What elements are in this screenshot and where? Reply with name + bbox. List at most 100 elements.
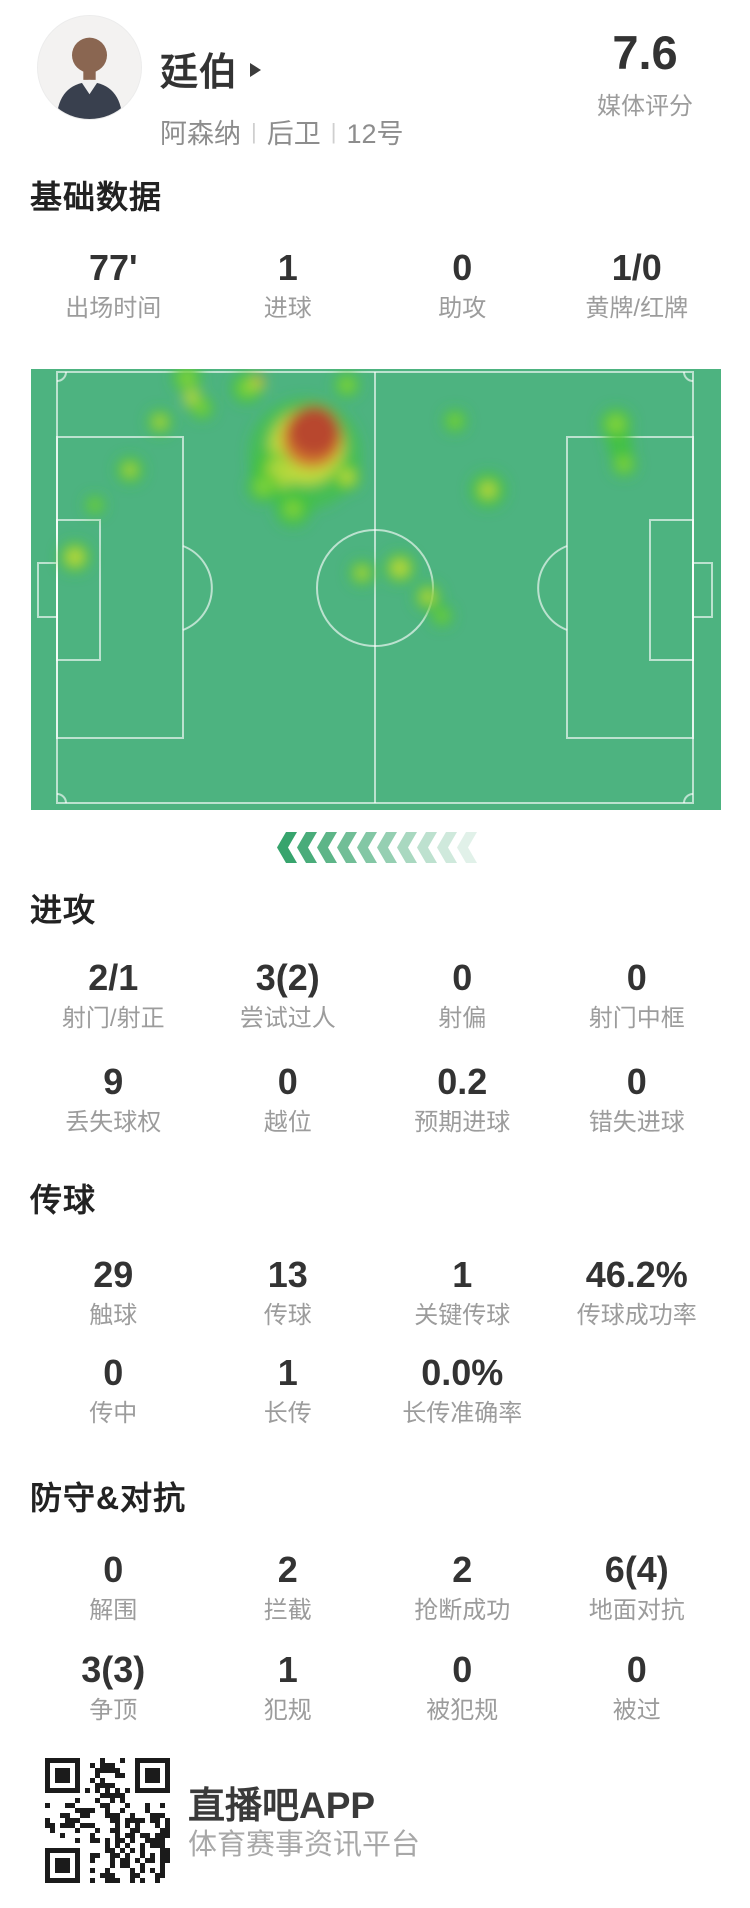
stat-label: 被犯规 — [426, 1697, 499, 1724]
stat-cell: 2 拦截 — [201, 1549, 376, 1627]
stat-label: 错失进球 — [588, 1109, 685, 1136]
stat-value: 0 — [452, 1649, 473, 1690]
stat-value: 0 — [103, 1352, 124, 1393]
stat-value: 0 — [626, 957, 647, 998]
position-heatmap — [31, 363, 721, 810]
stat-value: 0 — [277, 1061, 298, 1102]
stat-label: 关键传球 — [414, 1302, 511, 1329]
stat-label: 进球 — [263, 295, 312, 322]
stat-cell: 0.0% 长传准确率 — [375, 1352, 550, 1430]
stat-cell: 0 错失进球 — [550, 1061, 725, 1139]
stat-label: 助攻 — [438, 295, 487, 322]
stat-cell: 77' 出场时间 — [26, 247, 201, 325]
stat-cell: 46.2% 传球成功率 — [550, 1254, 725, 1332]
stat-cell: 1 犯规 — [201, 1649, 376, 1727]
stat-value: 0.2 — [437, 1061, 488, 1102]
stat-label: 传球成功率 — [576, 1302, 697, 1329]
player-subtitle: 阿森纳 | 后卫 | 12号 — [160, 112, 403, 151]
separator: | — [330, 118, 337, 144]
stat-value: 6(4) — [604, 1549, 669, 1590]
stat-value: 9 — [103, 1061, 124, 1102]
pitch-lines — [37, 371, 713, 804]
section-title-attack: 进攻 — [30, 892, 97, 928]
chevron-left-icon — [337, 832, 357, 863]
stat-label: 尝试过人 — [239, 1005, 336, 1032]
app-name: 直播吧APP — [188, 1785, 376, 1826]
attack-stats-row-2: 9 丢失球权 0 越位 0.2 预期进球 0 错失进球 — [26, 1061, 724, 1139]
chevron-left-icon — [457, 832, 477, 863]
stat-value: 77' — [88, 247, 138, 288]
passing-stats-row-2: 0 传中 1 长传 0.0% 长传准确率 — [26, 1352, 724, 1430]
stat-cell: 2 抢断成功 — [375, 1549, 550, 1627]
stat-cell: 0 射门中框 — [550, 957, 725, 1035]
stat-value: 1 — [277, 1352, 298, 1393]
section-title-defense: 防守&对抗 — [30, 1480, 187, 1516]
stat-value: 1 — [277, 247, 298, 288]
stat-label: 射门/射正 — [61, 1005, 165, 1032]
stat-cell: 2/1 射门/射正 — [26, 957, 201, 1035]
attack-direction-chevrons — [277, 832, 477, 863]
stat-label: 触球 — [89, 1302, 138, 1329]
player-name-expander[interactable]: 廷伯 — [160, 44, 262, 94]
stat-cell: 6(4) 地面对抗 — [550, 1549, 725, 1627]
stat-label: 越位 — [263, 1109, 312, 1136]
stat-value: 29 — [93, 1254, 134, 1295]
stat-value: 2 — [277, 1549, 298, 1590]
chevron-left-icon — [317, 832, 337, 863]
stat-cell: 0 助攻 — [375, 247, 550, 325]
stat-cell: 3(2) 尝试过人 — [201, 957, 376, 1035]
stat-cell — [550, 1352, 725, 1430]
separator: | — [251, 118, 257, 144]
stat-label: 争顶 — [89, 1697, 138, 1724]
stat-cell: 1/0 黄牌/红牌 — [550, 247, 725, 325]
player-team: 阿森纳 — [160, 119, 241, 149]
stat-cell: 29 触球 — [26, 1254, 201, 1332]
stat-value: 1 — [452, 1254, 473, 1295]
stat-label: 射偏 — [438, 1005, 487, 1032]
player-photo-placeholder — [38, 16, 141, 119]
chevron-left-icon — [437, 832, 457, 863]
stat-cell: 9 丢失球权 — [26, 1061, 201, 1139]
stat-cell: 0 被过 — [550, 1649, 725, 1727]
rating-label: 媒体评分 — [597, 93, 693, 120]
player-name: 廷伯 — [160, 51, 239, 94]
stat-value: 3(2) — [255, 957, 320, 998]
chevron-left-icon — [397, 832, 417, 863]
chevron-left-icon — [417, 832, 437, 863]
player-shirt-number: 12号 — [346, 119, 404, 149]
stat-cell: 0 被犯规 — [375, 1649, 550, 1727]
rating-value: 7.6 — [612, 26, 678, 79]
stat-label: 长传 — [263, 1400, 312, 1427]
stat-cell: 3(3) 争顶 — [26, 1649, 201, 1727]
stat-value: 13 — [267, 1254, 308, 1295]
app-description: 体育赛事资讯平台 — [188, 1829, 421, 1861]
stat-value: 0 — [452, 247, 473, 288]
stat-value: 0 — [452, 957, 473, 998]
section-title-passing: 传球 — [30, 1182, 97, 1218]
player-avatar — [37, 15, 142, 120]
stat-cell: 0 越位 — [201, 1061, 376, 1139]
stat-label: 解围 — [89, 1597, 138, 1624]
stat-label: 出场时间 — [65, 295, 162, 322]
stat-value: 1 — [277, 1649, 298, 1690]
chevron-left-icon — [277, 832, 297, 863]
stat-label: 黄牌/红牌 — [585, 295, 689, 322]
stat-cell: 13 传球 — [201, 1254, 376, 1332]
stat-cell: 0 传中 — [26, 1352, 201, 1430]
stat-cell: 1 关键传球 — [375, 1254, 550, 1332]
stat-cell: 0 解围 — [26, 1549, 201, 1627]
chevron-left-icon — [297, 832, 317, 863]
stat-label: 地面对抗 — [588, 1597, 685, 1624]
stat-label: 抢断成功 — [414, 1597, 511, 1624]
attack-stats-row-1: 2/1 射门/射正 3(2) 尝试过人 0 射偏 0 射门中框 — [26, 957, 724, 1035]
stat-value: 0 — [626, 1061, 647, 1102]
stat-value: 2 — [452, 1549, 473, 1590]
stat-label: 传球 — [263, 1302, 312, 1329]
chevron-left-icon — [357, 832, 377, 863]
app-download-qr-code — [45, 1758, 170, 1883]
stat-value: 3(3) — [81, 1649, 146, 1690]
defense-stats-row-2: 3(3) 争顶 1 犯规 0 被犯规 0 被过 — [26, 1649, 724, 1727]
passing-stats-row-1: 29 触球 13 传球 1 关键传球 46.2% 传球成功率 — [26, 1254, 724, 1332]
chevron-left-icon — [377, 832, 397, 863]
qr-code-icon — [45, 1758, 170, 1883]
